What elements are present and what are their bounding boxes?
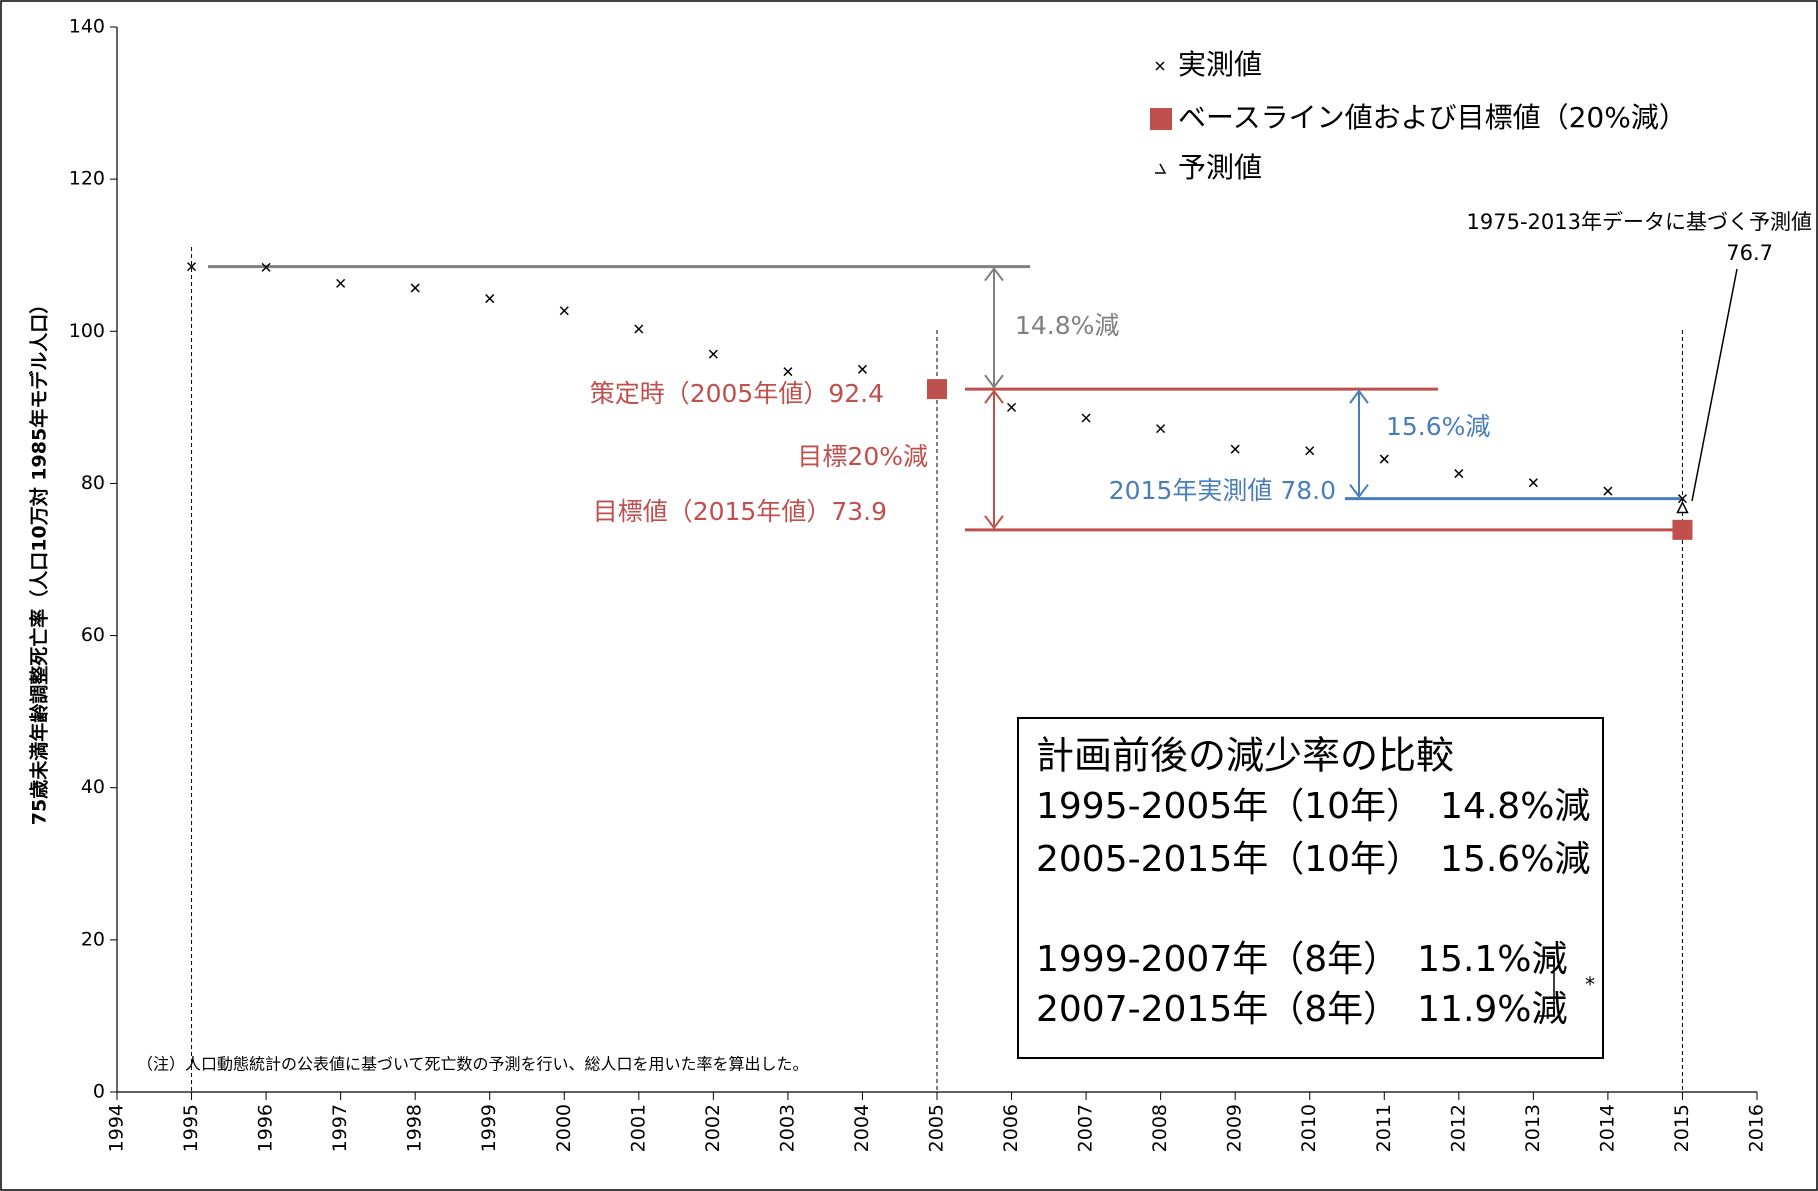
x-tick-label: 1997 [329, 1104, 351, 1152]
x-tick-label: 2005 [926, 1104, 948, 1152]
point [559, 306, 569, 316]
legend-label: 予測値 [1178, 151, 1262, 184]
point [927, 379, 947, 400]
point [1603, 486, 1613, 496]
x-tick-label: 2001 [627, 1104, 649, 1152]
box-title: 計画前後の減少率の比較 [1036, 734, 1454, 778]
y-tick-label: 80 [81, 472, 105, 494]
y-tick-label: 120 [69, 168, 105, 190]
point [485, 294, 495, 304]
point [708, 349, 718, 359]
arrow [984, 389, 1004, 530]
comparison-box [1017, 717, 1604, 1059]
annotation: 15.6%減 [1386, 412, 1490, 441]
point [1672, 519, 1693, 540]
point [634, 324, 644, 334]
y-tick-label: 140 [69, 16, 105, 38]
point [783, 367, 793, 377]
annotation: 1975-2013年データに基づく予測値 [1467, 210, 1812, 234]
x-tick-label: 2003 [776, 1104, 798, 1152]
annotation: 目標値（2015年値）73.9 [593, 497, 887, 526]
point [1305, 446, 1315, 456]
x-tick-label: 2000 [553, 1104, 575, 1152]
box-row: 2005-2015年（10年） 15.6%減 [1036, 839, 1590, 880]
y-tick-label: 0 [93, 1081, 105, 1103]
footnote: （注）人口動態統計の公表値に基づいて死亡数の予測を行い、総人口を用いた率を算出し… [137, 1055, 809, 1074]
arrow [984, 266, 1004, 389]
point [1081, 413, 1091, 423]
bracket [1538, 955, 1555, 1017]
annotation: 14.8%減 [1015, 311, 1119, 340]
y-tick-label: 100 [69, 320, 105, 342]
annotation: 目標20%減 [797, 442, 928, 471]
x-tick-label: 2016 [1746, 1104, 1768, 1152]
x-tick-label: 2010 [1298, 1104, 1320, 1152]
x-tick-label: 1996 [255, 1104, 277, 1152]
x-tick-label: 2009 [1224, 1104, 1246, 1152]
x-tick-label: 1995 [180, 1104, 202, 1152]
y-tick-label: 20 [81, 928, 105, 950]
legend-label: ベースライン値および目標値（20%減） [1178, 101, 1687, 134]
legend-label: 実測値 [1178, 48, 1262, 81]
x-tick-label: 2012 [1447, 1104, 1469, 1152]
x-tick-label: 2014 [1596, 1104, 1618, 1152]
point [1379, 454, 1389, 464]
leader-line [1691, 268, 1738, 502]
box-row: 1995-2005年（10年） 14.8%減 [1036, 786, 1590, 827]
box-row: 1999-2007年（8年） 15.1%減 [1036, 939, 1568, 980]
annotation: 2015年実測値 78.0 [1109, 476, 1336, 505]
x-tick-label: 2013 [1522, 1104, 1544, 1152]
point [1528, 478, 1538, 488]
point [1676, 500, 1689, 514]
x-tick-label: 2002 [702, 1104, 724, 1152]
point [336, 278, 346, 288]
point [1156, 424, 1166, 434]
point [857, 364, 867, 374]
annotation: 策定時（2005年値）92.4 [590, 379, 884, 408]
legend-marker [1155, 61, 1165, 71]
x-tick-label: 1998 [404, 1104, 426, 1152]
legend-marker [1155, 163, 1167, 174]
x-tick-label: 2007 [1075, 1104, 1097, 1152]
point [261, 262, 271, 272]
box-row: 2007-2015年（8年） 11.9%減 [1036, 989, 1568, 1030]
annotation: 76.7 [1726, 241, 1773, 265]
point [1230, 444, 1240, 454]
point [187, 262, 197, 272]
point [1677, 494, 1687, 504]
point [1007, 402, 1017, 412]
x-tick-label: 2015 [1671, 1104, 1693, 1152]
y-axis-label: 75歳未満年齢調整死亡率（人口10万対 1985年モデル人口） [28, 295, 51, 825]
legend-marker [1150, 108, 1172, 130]
asterisk: * [1585, 973, 1595, 997]
x-tick-label: 2004 [851, 1104, 873, 1152]
x-tick-label: 2011 [1373, 1104, 1395, 1152]
point [1454, 469, 1464, 479]
x-tick-label: 2006 [1000, 1104, 1022, 1152]
y-tick-label: 60 [81, 624, 105, 646]
arrow [1349, 389, 1369, 499]
point [410, 283, 420, 293]
x-tick-label: 2008 [1149, 1104, 1171, 1152]
x-tick-label: 1999 [478, 1104, 500, 1152]
y-tick-label: 40 [81, 776, 105, 798]
x-tick-label: 1994 [106, 1104, 128, 1152]
